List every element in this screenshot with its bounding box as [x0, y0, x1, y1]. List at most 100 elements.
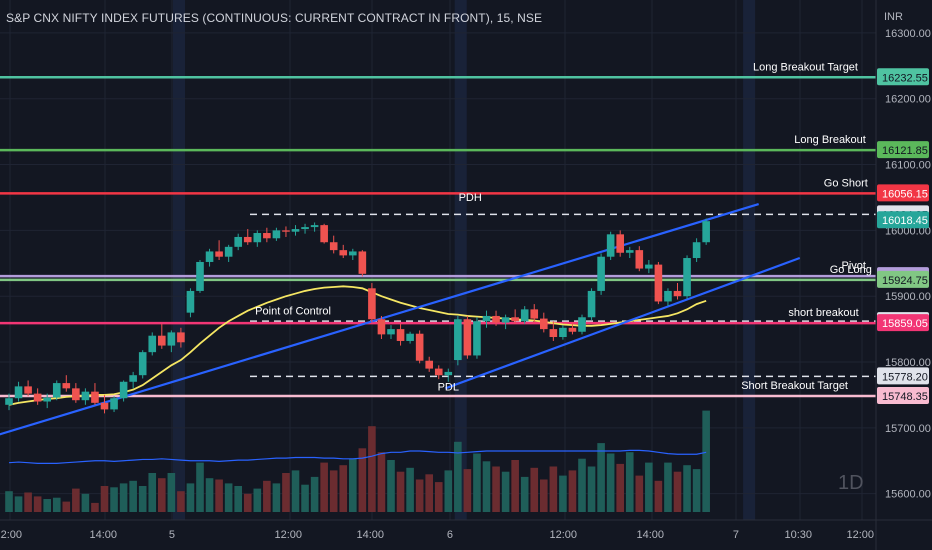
price-badge — [877, 314, 929, 332]
candle[interactable] — [167, 332, 176, 346]
candle[interactable] — [473, 321, 481, 356]
candle[interactable] — [683, 258, 691, 297]
volume-bar — [549, 466, 558, 512]
candle[interactable] — [396, 329, 405, 341]
candle[interactable] — [645, 264, 653, 269]
volume-bar — [5, 491, 13, 512]
candle[interactable] — [530, 309, 539, 319]
candle[interactable] — [673, 290, 682, 297]
candle[interactable] — [310, 225, 319, 228]
candle[interactable] — [186, 290, 195, 313]
candle[interactable] — [119, 381, 128, 399]
candle[interactable] — [243, 236, 252, 243]
candle[interactable] — [568, 327, 577, 332]
candle[interactable] — [33, 393, 42, 402]
volume-bar — [559, 475, 567, 512]
trendline-lower[interactable] — [445, 256, 801, 390]
candle[interactable] — [425, 360, 433, 369]
candle[interactable] — [177, 332, 185, 343]
candle[interactable] — [224, 246, 233, 257]
candle[interactable] — [501, 317, 510, 323]
volume-bar — [14, 496, 23, 512]
candle[interactable] — [368, 288, 376, 320]
candle[interactable] — [559, 327, 567, 338]
candle[interactable] — [549, 329, 558, 338]
candle[interactable] — [24, 386, 32, 394]
candle[interactable] — [329, 242, 338, 251]
candle[interactable] — [110, 398, 118, 410]
candle[interactable] — [91, 391, 99, 403]
candle[interactable] — [253, 233, 262, 243]
candle[interactable] — [81, 391, 90, 401]
candle[interactable] — [387, 329, 395, 335]
volume-bar — [616, 463, 624, 512]
candle[interactable] — [205, 251, 214, 262]
price-badge-label: 16056.15 — [882, 188, 928, 200]
candle[interactable] — [349, 251, 357, 256]
volume-bar — [33, 496, 42, 512]
annotation-pdh: PDH — [459, 192, 482, 204]
candle[interactable] — [616, 234, 624, 253]
candle[interactable] — [320, 225, 328, 243]
candle[interactable] — [444, 371, 453, 376]
candle[interactable] — [635, 250, 644, 269]
candle[interactable] — [14, 386, 23, 399]
price-badge-label: 15859.05 — [882, 318, 928, 330]
x-tick-label: 10:30 — [785, 529, 813, 541]
candle[interactable] — [301, 227, 309, 230]
candle[interactable] — [482, 315, 491, 322]
candle[interactable] — [520, 309, 529, 322]
candle[interactable] — [597, 256, 605, 291]
candle[interactable] — [377, 319, 386, 335]
candle[interactable] — [587, 290, 596, 318]
candle[interactable] — [492, 315, 500, 323]
price-axis[interactable] — [876, 0, 932, 520]
volume-bar — [463, 469, 472, 512]
candle[interactable] — [540, 318, 548, 330]
candle[interactable] — [463, 319, 472, 356]
last-price-label: 16018.45 — [882, 215, 928, 227]
candle[interactable] — [511, 317, 519, 322]
candle[interactable] — [52, 383, 61, 398]
time-axis[interactable] — [0, 520, 932, 550]
candle[interactable] — [406, 333, 414, 341]
candle[interactable] — [654, 264, 663, 302]
candle[interactable] — [5, 398, 13, 405]
candle[interactable] — [625, 250, 634, 253]
candle[interactable] — [434, 368, 443, 376]
session-band-1 — [172, 0, 185, 520]
candle[interactable] — [234, 236, 242, 247]
candle[interactable] — [43, 397, 51, 402]
candle[interactable] — [664, 290, 672, 302]
candle[interactable] — [606, 234, 615, 257]
candle[interactable] — [100, 402, 109, 410]
candle[interactable] — [272, 230, 281, 239]
candle[interactable] — [215, 251, 223, 257]
candle[interactable] — [578, 317, 586, 332]
candle[interactable] — [129, 375, 137, 382]
volume-bar — [597, 443, 605, 512]
volume-bar — [482, 461, 491, 512]
candle[interactable] — [282, 230, 290, 232]
candle[interactable] — [291, 229, 300, 232]
price-badge — [877, 184, 929, 202]
candle[interactable] — [72, 388, 80, 401]
candle[interactable] — [692, 242, 701, 259]
candle[interactable] — [148, 335, 157, 353]
candle[interactable] — [339, 250, 348, 256]
x-tick-label: 5 — [169, 529, 175, 541]
interval-watermark: 1D — [838, 472, 864, 494]
volume-bar — [110, 487, 118, 512]
candle[interactable] — [454, 319, 462, 361]
candle[interactable] — [415, 333, 424, 361]
candle[interactable] — [196, 261, 204, 291]
candle[interactable] — [702, 221, 710, 243]
candle[interactable] — [62, 383, 71, 389]
candle[interactable] — [158, 335, 166, 346]
candle[interactable] — [138, 352, 147, 376]
candle[interactable] — [358, 251, 367, 274]
x-tick-label: 7 — [733, 529, 739, 541]
candle[interactable] — [263, 233, 271, 239]
